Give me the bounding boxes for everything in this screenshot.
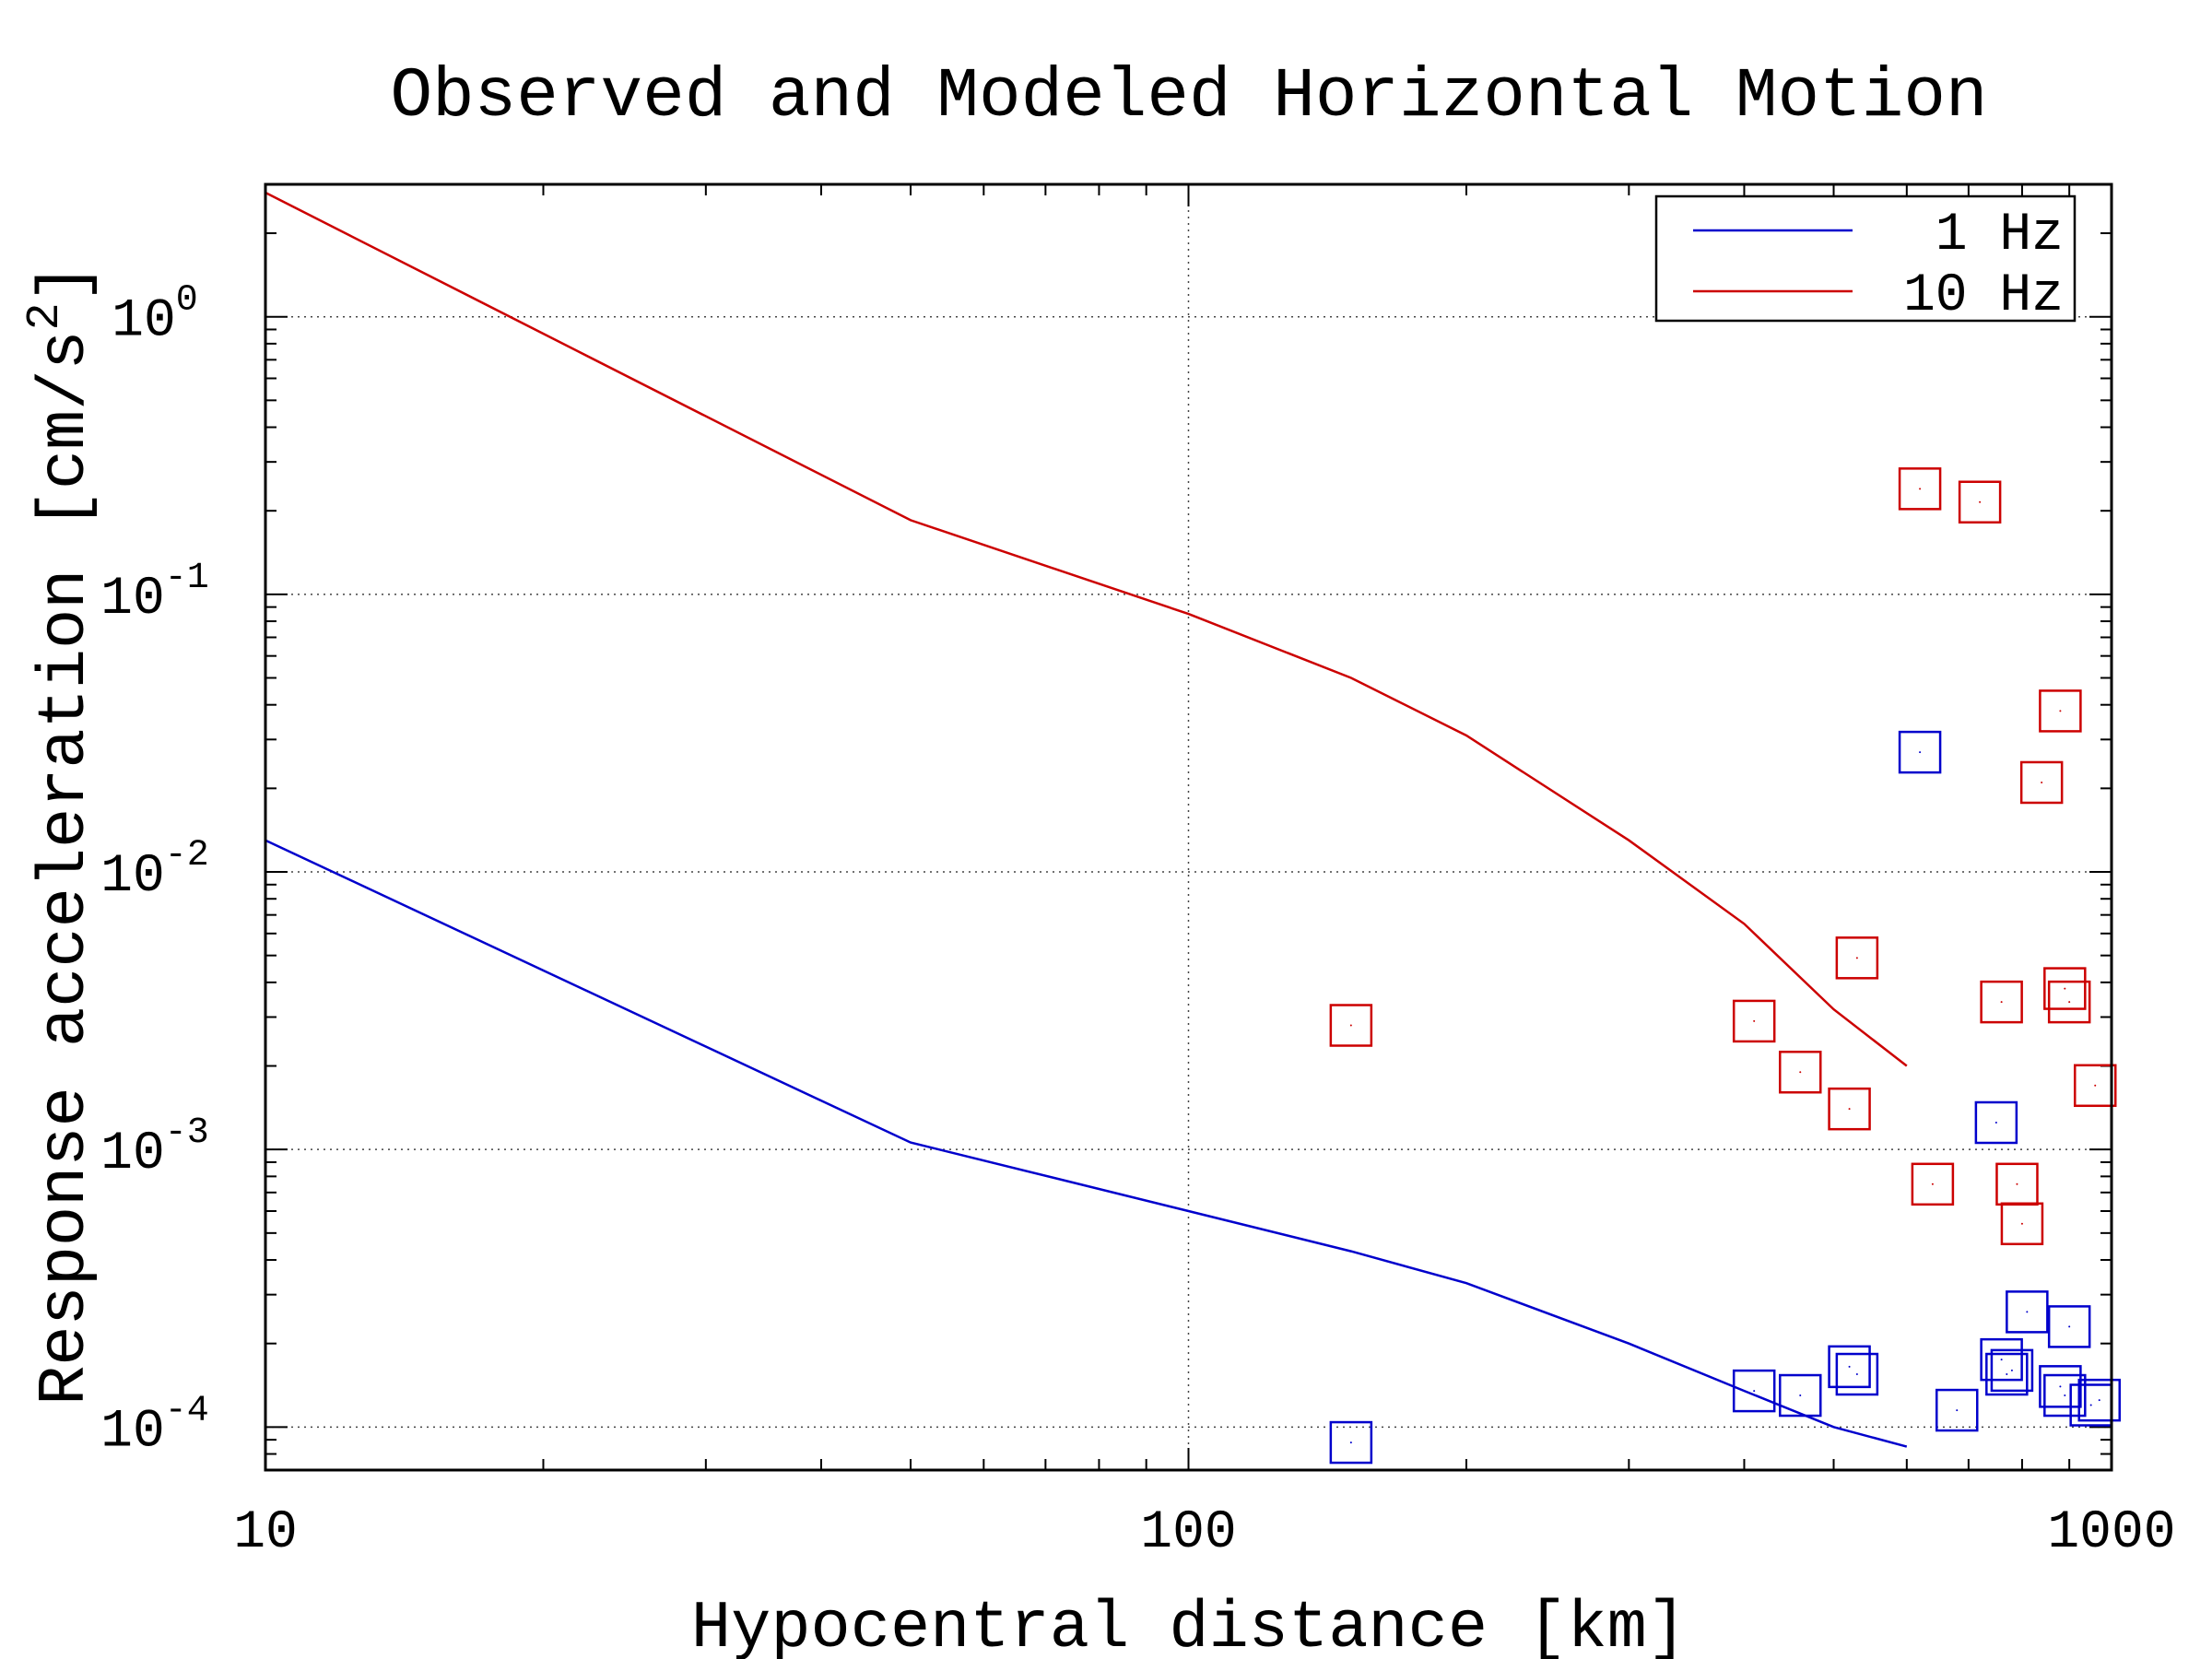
legend-box <box>1654 194 2077 323</box>
y-tick-label: 10-2 <box>100 835 209 907</box>
x-tick-label: 10 <box>233 1503 298 1563</box>
observed-point-1-hz <box>2006 1290 2049 1334</box>
chart-title: Observed and Modeled Horizontal Motion <box>390 57 1987 136</box>
observed-point-10-hz <box>1828 1087 1871 1131</box>
observed-point-1-hz <box>1974 1100 2018 1145</box>
legend-label: 10 Hz <box>1903 266 2064 326</box>
observed-point-1-hz <box>2043 1373 2087 1418</box>
plot-frame <box>264 182 2113 1472</box>
observed-point-center-10-hz <box>2000 1001 2003 1004</box>
observed-point-center-1-hz <box>2064 1394 2066 1397</box>
observed-point-1-hz <box>2039 1365 2082 1408</box>
observed-point-1-hz <box>1779 1373 1822 1418</box>
observed-point-1-hz <box>1329 1420 1373 1465</box>
observed-point-1-hz <box>1898 730 1942 774</box>
observed-point-1-hz <box>2077 1378 2122 1422</box>
observed-point-center-1-hz <box>2010 1369 2013 1371</box>
observed-point-center-10-hz <box>1855 957 1858 959</box>
observed-point-center-10-hz <box>2059 710 2062 712</box>
observed-point-center-10-hz <box>2041 781 2043 783</box>
observed-point-center-1-hz <box>2098 1399 2100 1402</box>
observed-point-10-hz <box>1898 467 1942 511</box>
observed-point-center-1-hz <box>2089 1404 2092 1406</box>
x-axis-label: Hypocentral distance [km] <box>691 1591 1687 1659</box>
observed-point-10-hz <box>2039 689 2082 733</box>
observed-point-10-hz <box>1779 1050 1822 1094</box>
observed-point-center-10-hz <box>1349 1024 1352 1027</box>
series-line-10-hz <box>265 191 1908 1067</box>
observed-point-center-10-hz <box>1919 488 1922 490</box>
observed-point-1-hz <box>1985 1352 2029 1396</box>
observed-point-1-hz <box>1835 1352 1879 1396</box>
observed-point-center-1-hz <box>1848 1365 1851 1368</box>
observed-point-center-1-hz <box>1855 1373 1858 1376</box>
observed-point-center-10-hz <box>2094 1084 2097 1087</box>
observed-point-10-hz <box>1329 1004 1373 1047</box>
observed-point-center-10-hz <box>2020 1222 2023 1225</box>
observed-point-center-10-hz <box>1799 1071 1802 1074</box>
observed-point-center-10-hz <box>2016 1182 2018 1185</box>
observed-point-10-hz <box>1835 936 1879 980</box>
observed-point-1-hz <box>1732 1369 1776 1413</box>
observed-point-center-1-hz <box>2059 1385 2062 1388</box>
observed-point-10-hz <box>2043 967 2087 1010</box>
observed-point-1-hz <box>1936 1388 1979 1432</box>
observed-point-center-10-hz <box>1931 1182 1934 1185</box>
observed-point-10-hz <box>2047 980 2091 1024</box>
observed-point-10-hz <box>2000 1202 2044 1246</box>
observed-point-center-10-hz <box>2068 1001 2071 1004</box>
observed-point-center-1-hz <box>1799 1394 1802 1397</box>
observed-point-center-1-hz <box>1956 1409 1959 1412</box>
observed-point-10-hz <box>2073 1064 2117 1108</box>
observed-point-center-1-hz <box>2000 1359 2003 1361</box>
observed-point-center-1-hz <box>1349 1441 1352 1444</box>
y-tick-label: 10-3 <box>100 1112 209 1184</box>
y-axis-label: Response acceleration [cm/s2] <box>19 263 103 1406</box>
grid <box>265 184 2112 1470</box>
legend-label: 1 Hz <box>1936 206 2064 265</box>
observed-point-10-hz <box>1958 480 2002 524</box>
y-axis-label-text: Response acceleration [cm/s <box>28 330 103 1406</box>
observed-point-center-1-hz <box>1753 1390 1756 1393</box>
x-tick-label: 1000 <box>2047 1503 2175 1563</box>
y-tick-label: 10-1 <box>100 558 209 629</box>
axis-ticks: 10 100 1000 10-4 10-3 10-2 10-1 100 <box>100 183 2176 1563</box>
observed-point-center-1-hz <box>1994 1121 1997 1124</box>
y-tick-label: 100 <box>112 280 198 352</box>
observed-point-center-1-hz <box>2006 1373 2008 1376</box>
x-tick-label: 100 <box>1140 1503 1236 1563</box>
observed-point-center-10-hz <box>1753 1019 1756 1022</box>
observed-point-center-10-hz <box>2064 987 2066 990</box>
observed-point-center-10-hz <box>1848 1108 1851 1111</box>
observed-point-10-hz <box>1732 999 1776 1043</box>
observed-point-10-hz <box>1980 980 2023 1024</box>
observed-point-1-hz <box>1990 1348 2034 1393</box>
observed-point-1-hz <box>1980 1337 2023 1382</box>
observed-point-10-hz <box>1911 1162 1955 1206</box>
observed-point-center-1-hz <box>2068 1325 2071 1328</box>
observed-point-10-hz <box>2019 760 2064 805</box>
observed-point-center-1-hz <box>2026 1311 2029 1313</box>
y-tick-label: 10-4 <box>100 1390 209 1462</box>
observed-point-center-10-hz <box>1979 500 1982 503</box>
y-axis-label-close: ] <box>28 263 103 302</box>
observed-point-center-1-hz <box>1919 751 1922 754</box>
y-axis-label-sup: 2 <box>19 302 72 330</box>
observed-point-1-hz <box>2047 1305 2091 1348</box>
observed-point-1-hz <box>1828 1345 1871 1389</box>
